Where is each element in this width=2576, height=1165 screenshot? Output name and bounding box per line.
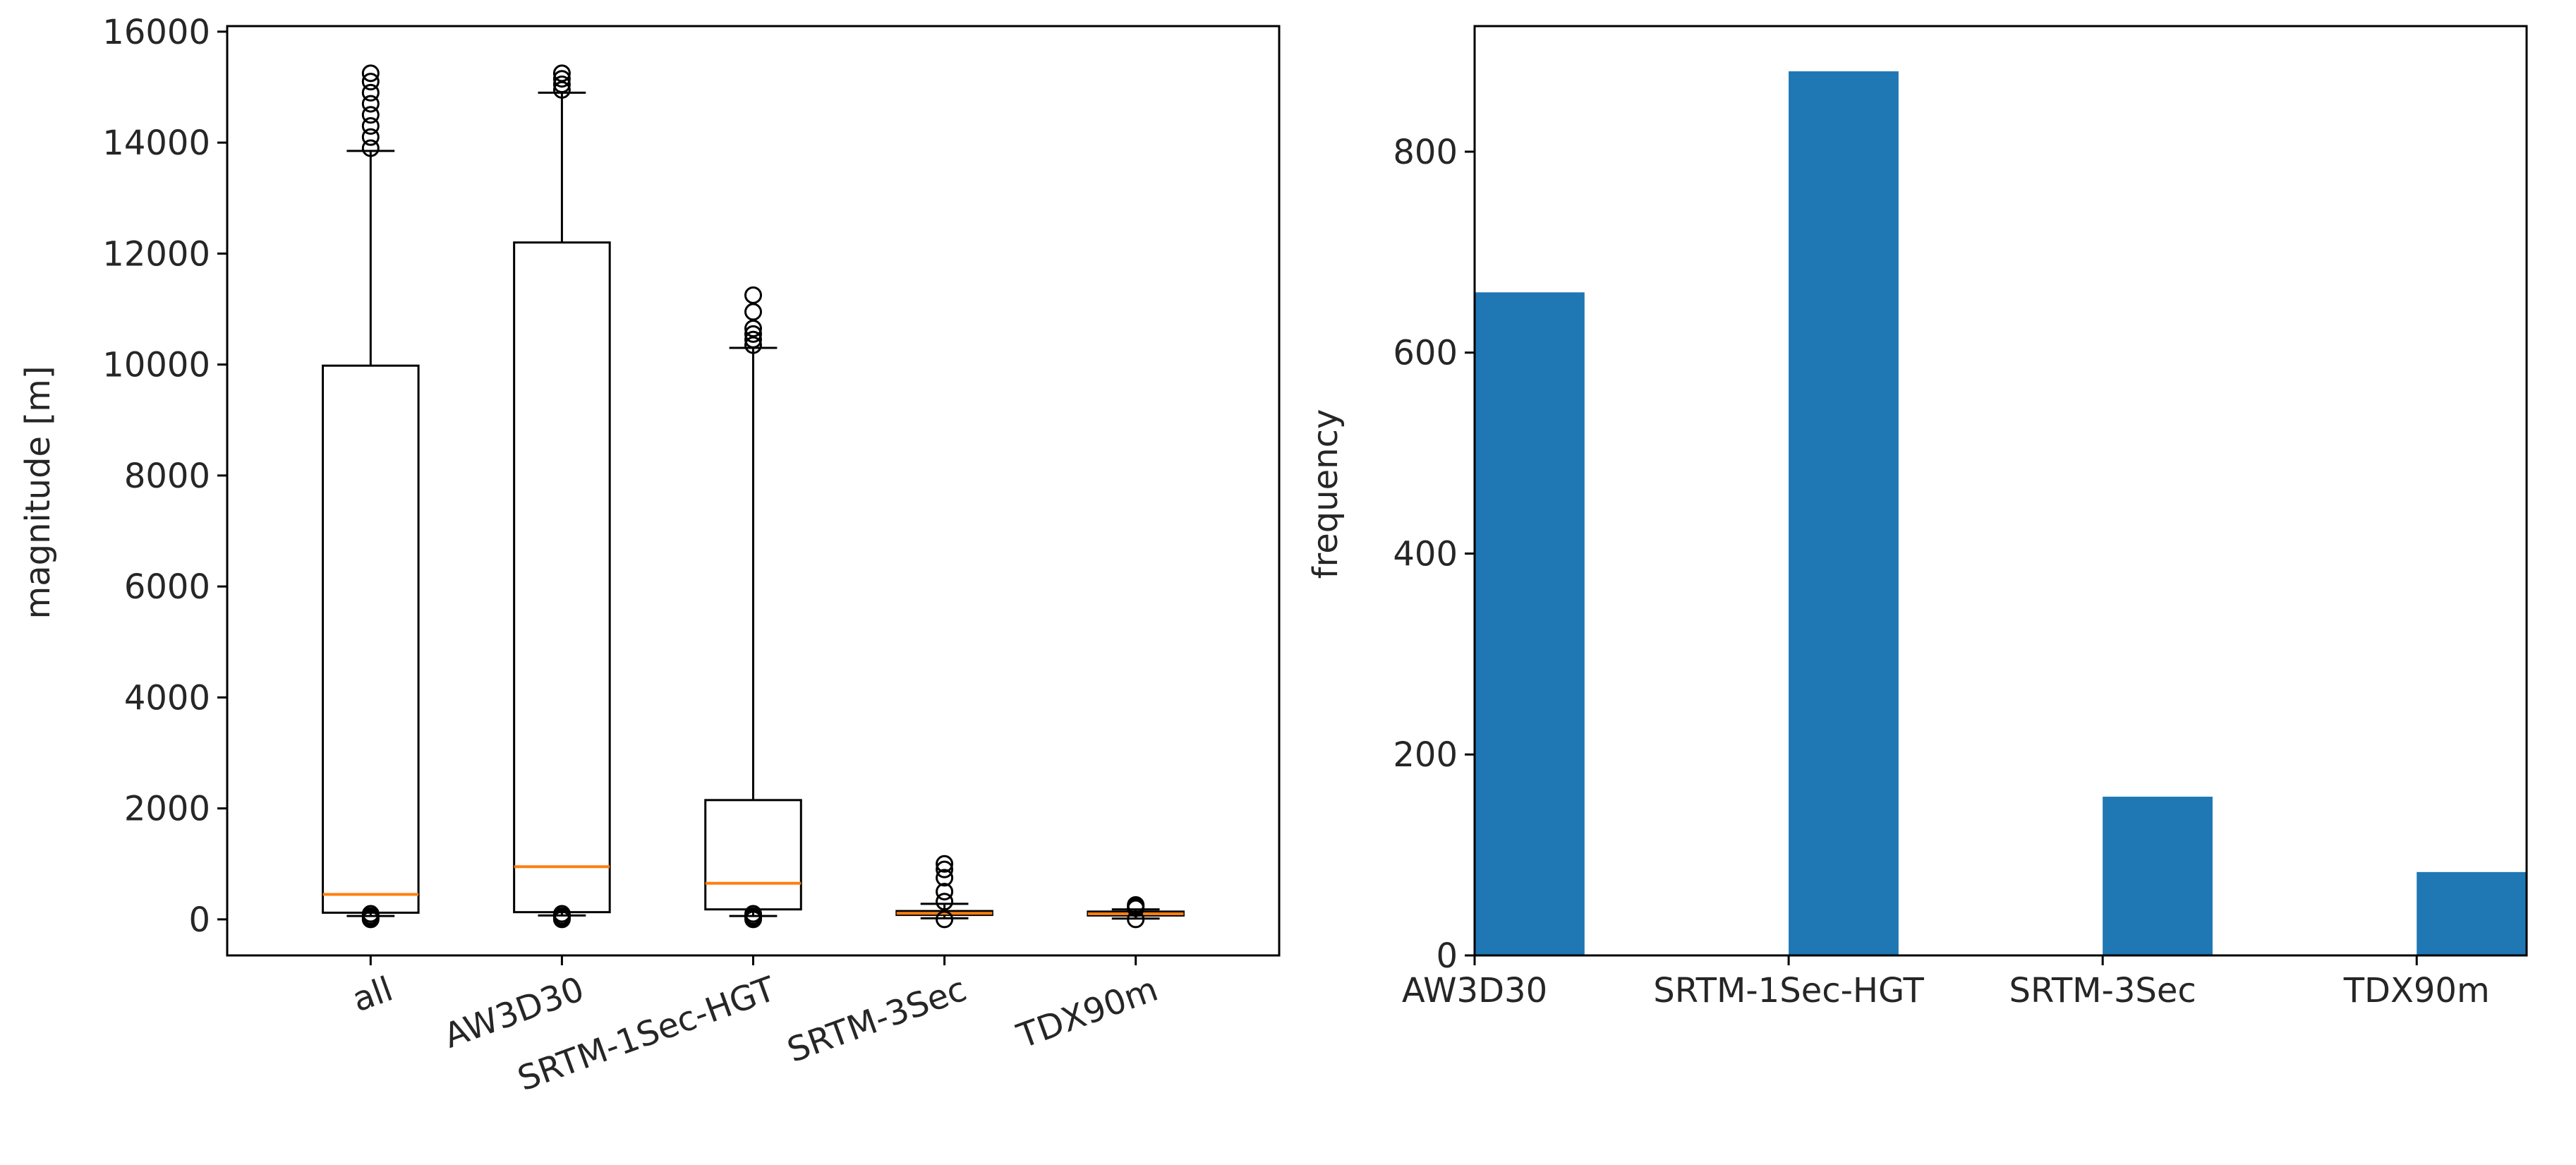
outlier-point (361, 106, 380, 124)
x-tick-label: TDX90m (2343, 971, 2490, 1010)
outlier-point (936, 893, 954, 911)
box-plot-panel: 0 2000 4000 6000 8000 10000 12000 14000 16000 al… (18, 13, 1281, 1099)
y-tick-label: 14000 (102, 123, 210, 163)
y-tick-label: 12000 (102, 234, 210, 274)
outlier-point (744, 330, 762, 349)
outlier-point (552, 76, 571, 94)
y-tick-label: 800 (1393, 133, 1458, 172)
box-plot-marks (322, 64, 1185, 929)
y-tick-label: 600 (1393, 334, 1458, 373)
bar-SRTM-3Sec (2103, 797, 2213, 955)
bar-chart-y-axis-label: frequency (1306, 409, 1346, 579)
y-tick-label: 10000 (102, 346, 210, 385)
outlier-point (361, 64, 380, 83)
outlier-point (744, 905, 762, 923)
bar-SRTM-1Sec-HGT (1789, 71, 1899, 955)
outlier-point (361, 83, 380, 102)
outlier-point (744, 336, 762, 354)
outlier-point (936, 860, 954, 879)
outlier-point (361, 73, 380, 91)
outlier-point (744, 286, 762, 304)
outlier-point (361, 139, 380, 157)
bar-AW3D30 (1475, 292, 1585, 955)
x-tick-label: SRTM-3Sec (2009, 971, 2196, 1010)
box-SRTM-1Sec-HGT (704, 286, 802, 929)
outlier-point (1127, 910, 1145, 929)
x-tick-label: AW3D30 (1402, 971, 1547, 1010)
x-tick-label: TDX90m (1012, 970, 1163, 1057)
y-tick-label: 2000 (124, 790, 210, 829)
box-iqr (322, 364, 420, 914)
box-AW3D30 (513, 64, 611, 929)
x-tick-label: all (347, 970, 398, 1020)
outlier-point (936, 910, 954, 929)
y-tick-label: 400 (1393, 534, 1458, 574)
bar-TDX90m (2417, 871, 2527, 955)
y-tick-label: 16000 (102, 13, 210, 52)
box-all (322, 64, 420, 929)
outlier-point (1127, 895, 1145, 914)
outlier-point (361, 128, 380, 146)
y-tick-label: 6000 (124, 567, 210, 607)
box-TDX90m (1087, 895, 1185, 929)
outlier-point (552, 64, 571, 83)
y-tick-label: 0 (188, 900, 210, 940)
outlier-point (744, 325, 762, 343)
outlier-point (361, 905, 380, 923)
outlier-point (936, 855, 954, 873)
box-SRTM-3Sec (895, 855, 993, 929)
box-iqr (513, 241, 611, 914)
outlier-point (744, 320, 762, 338)
outlier-point (552, 70, 571, 88)
outlier-point (361, 117, 380, 135)
y-tick-label: 8000 (124, 457, 210, 496)
outlier-point (936, 869, 954, 887)
box-plot-y-ticks: 0 2000 4000 6000 8000 10000 12000 14000 16000 (102, 13, 227, 940)
outlier-point (361, 95, 380, 113)
y-tick-label: 4000 (124, 678, 210, 718)
y-tick-label: 0 (1436, 936, 1458, 976)
bar-chart-frame (1473, 25, 2528, 957)
y-tick-label: 200 (1393, 735, 1458, 775)
bar-chart-panel: 0 200 400 600 800 AW3D30 SRTM-1Sec-HGT SRTM-3S… (1306, 25, 2528, 1010)
bar-chart-bars (1475, 71, 2527, 955)
x-tick-label: SRTM-3Sec (782, 970, 972, 1070)
box-plot-y-axis-label: magnitude [m] (18, 366, 58, 619)
outlier-point (552, 905, 571, 923)
bar-chart-y-ticks: 0 200 400 600 800 (1393, 133, 1475, 976)
x-tick-label: SRTM-1Sec-HGT (1653, 971, 1924, 1010)
bar-chart-x-ticks: AW3D30 SRTM-1Sec-HGT SRTM-3Sec TDX90m (1402, 955, 2490, 1010)
outlier-point (552, 80, 571, 99)
box-iqr (704, 799, 802, 911)
outlier-point (744, 303, 762, 321)
outlier-point (936, 883, 954, 901)
